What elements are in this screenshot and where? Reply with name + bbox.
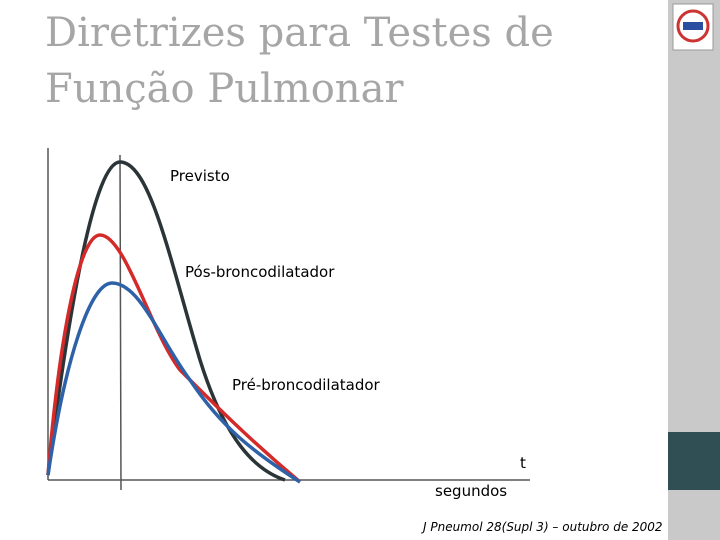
axis-symbol: t — [520, 454, 526, 472]
logo — [672, 3, 714, 51]
pre-curve — [46, 281, 301, 484]
side-accent — [668, 432, 720, 490]
curves — [46, 148, 530, 491]
curve-label: Pré-broncodilatador — [232, 376, 381, 394]
peak-line — [119, 154, 122, 491]
title-line: Diretrizes para Testes de — [45, 10, 554, 56]
title-line: Função Pulmonar — [45, 66, 404, 112]
citation: J Pneumol 28(Supl 3) – outubro de 2002 — [421, 520, 663, 534]
post-curve — [46, 233, 302, 484]
curve-label: Pós-broncodilatador — [185, 263, 335, 281]
curve-label: Previsto — [170, 167, 230, 185]
axis-unit: segundos — [435, 482, 507, 500]
